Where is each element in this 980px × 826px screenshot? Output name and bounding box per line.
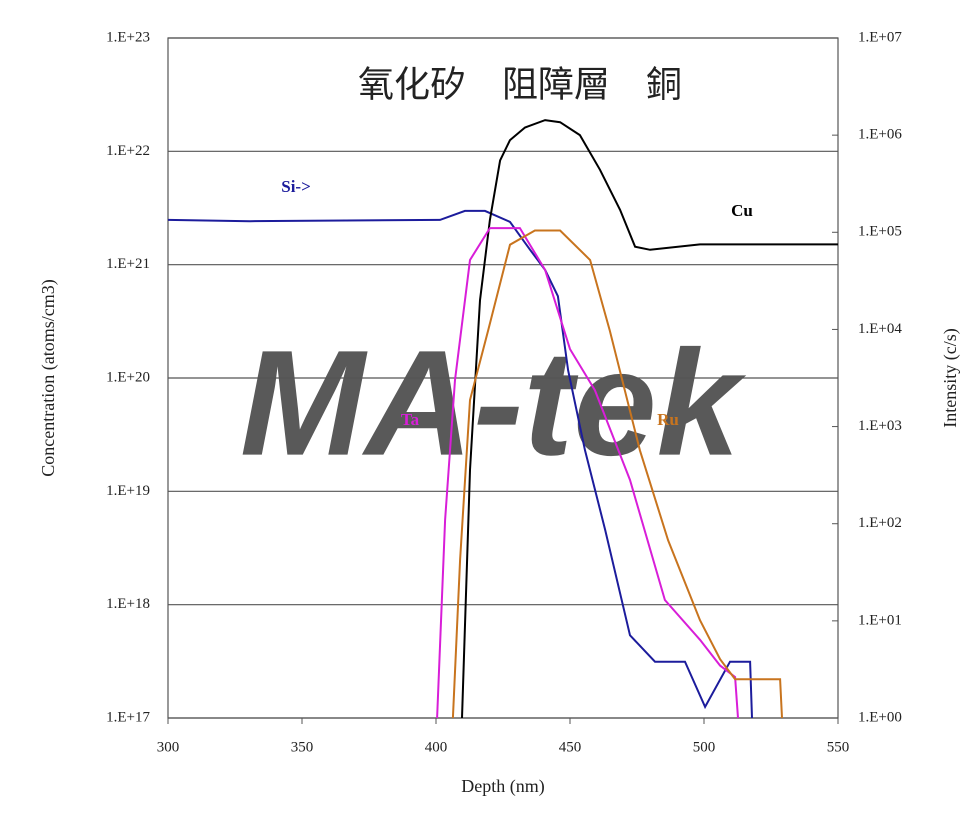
x-tick-label: 450 [559, 739, 582, 755]
x-tick-label: 400 [425, 739, 448, 755]
x-tick-label: 300 [157, 739, 180, 755]
y2-tick-label: 1.E+05 [858, 224, 902, 240]
x-tick-label: 350 [291, 739, 314, 755]
x-axis-label: Depth (nm) [461, 776, 544, 797]
y-tick-label: 1.E+18 [106, 596, 150, 612]
y-tick-label: 1.E+23 [106, 29, 150, 45]
series-label: Ru [657, 410, 679, 429]
series-line [461, 119, 838, 719]
series-label: Cu [731, 201, 753, 220]
plot-frame [167, 37, 839, 719]
series-label: Ta [401, 410, 420, 429]
y2-tick-label: 1.E+07 [858, 29, 902, 45]
chart-title: 氧化矽 阻障層 銅 [358, 64, 682, 104]
series-line [436, 227, 739, 719]
series-line [167, 209, 753, 719]
y2-axis-label: Intensity (c/s) [940, 328, 961, 427]
y-axis-label: Concentration (atoms/cm3) [38, 279, 59, 476]
y2-tick-label: 1.E+01 [858, 612, 902, 628]
y-tick-label: 1.E+19 [106, 483, 150, 499]
x-tick-label: 500 [693, 739, 716, 755]
y2-tick-label: 1.E+06 [858, 127, 902, 143]
y-tick-label: 1.E+22 [106, 143, 150, 159]
y-tick-label: 1.E+21 [106, 256, 150, 272]
y-tick-label: 1.E+20 [106, 369, 150, 385]
series-label: Si-> [281, 177, 311, 196]
x-tick-label: 550 [827, 739, 850, 755]
y2-tick-label: 1.E+04 [858, 321, 902, 337]
y-tick-label: 1.E+17 [106, 709, 150, 725]
watermark: MA-tek [240, 319, 747, 487]
series-line [451, 229, 783, 719]
y2-tick-label: 1.E+02 [858, 515, 902, 531]
y2-tick-label: 1.E+03 [858, 418, 902, 434]
y2-tick-label: 1.E+00 [858, 709, 902, 725]
